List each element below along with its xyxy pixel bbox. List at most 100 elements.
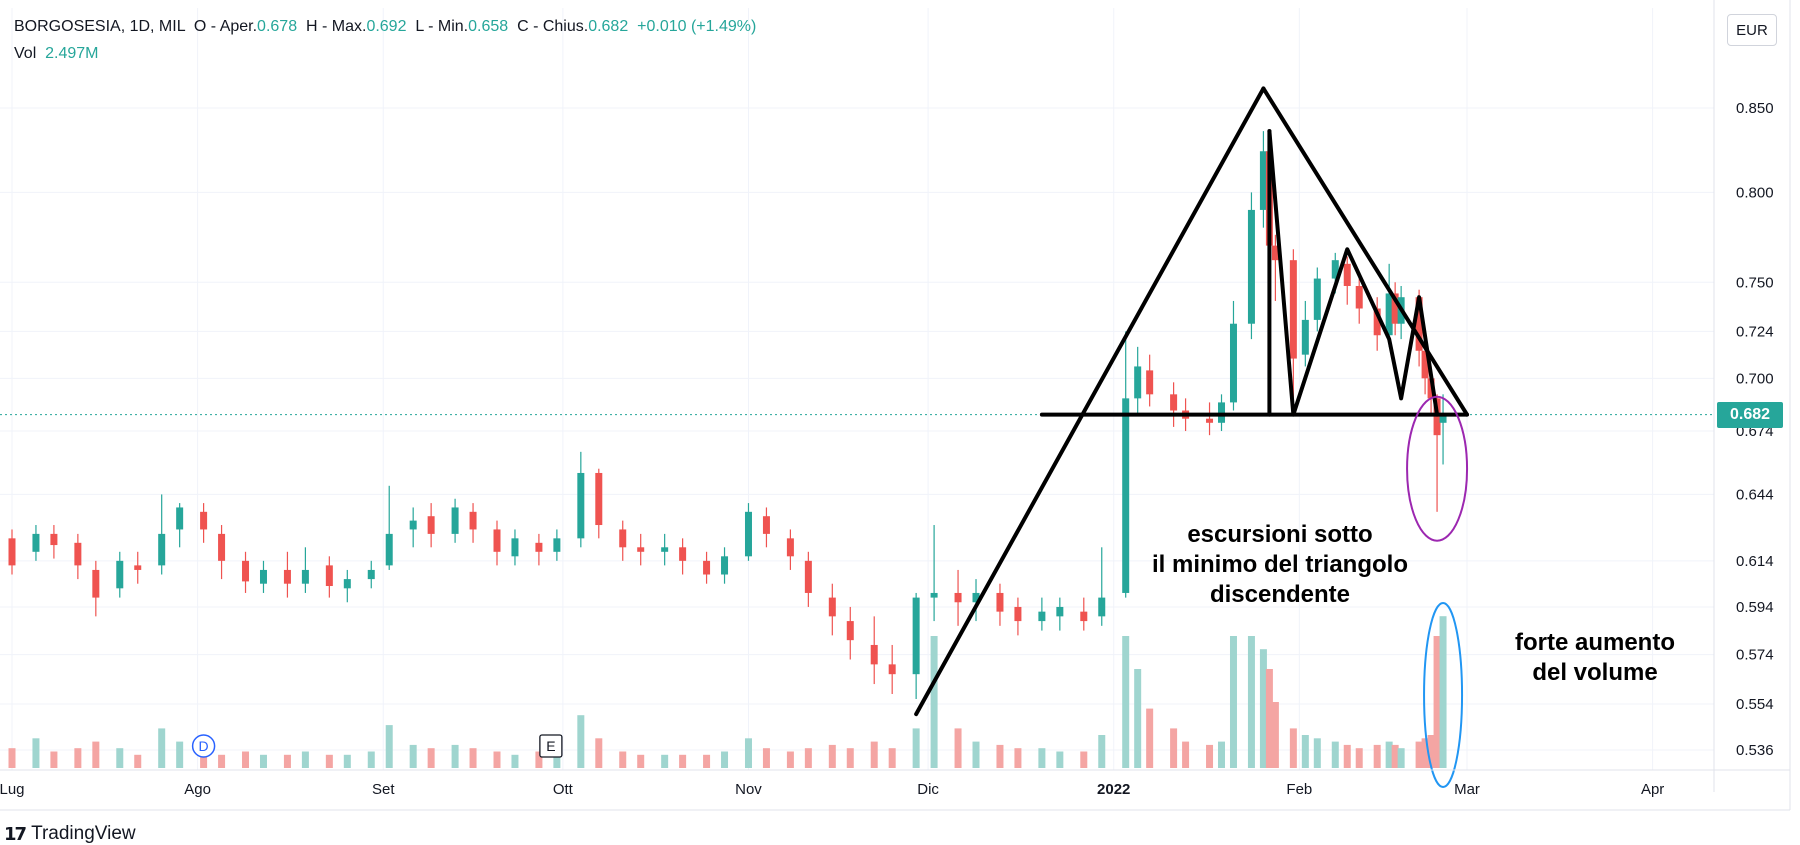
- candle-body: [451, 507, 459, 534]
- low-label: L - Min.: [415, 18, 469, 35]
- time-tick-label: Apr: [1641, 781, 1664, 798]
- volume-bar: [1134, 669, 1142, 768]
- price-tick-label: 0.724: [1736, 323, 1774, 340]
- vol-label: Vol: [14, 45, 37, 62]
- time-tick-label: Nov: [735, 781, 762, 798]
- drawing-overlay: [914, 86, 1469, 788]
- volume-bar: [1301, 735, 1309, 768]
- annotation-volume-line2: del volume: [1532, 659, 1658, 686]
- tradingview-logo-icon: 17: [4, 823, 27, 845]
- volume-bar: [493, 751, 501, 768]
- candle-body: [1385, 293, 1393, 336]
- candle-body: [1206, 418, 1214, 423]
- volume-bar: [1038, 748, 1046, 768]
- volume-bar: [786, 751, 794, 768]
- volume-bar: [343, 754, 351, 768]
- candle-body: [721, 556, 729, 575]
- volume-bar: [535, 751, 543, 768]
- dividend-marker-label: D: [199, 738, 209, 754]
- symbol-name: BORGOSESIA, 1D, MIL: [14, 18, 186, 35]
- open-label: O - Aper.: [193, 18, 258, 35]
- candle-body: [409, 520, 417, 530]
- volume-bar: [870, 741, 878, 768]
- volume-bar: [661, 754, 669, 768]
- time-axis: Lug Ago Set Ott Nov Dic 2022 Feb Mar Apr: [0, 769, 1790, 811]
- brand-label: TradingView: [31, 823, 136, 844]
- candle-body: [158, 533, 166, 566]
- candle-body: [786, 538, 794, 557]
- volume-bar: [1271, 702, 1279, 768]
- volume-bar: [218, 754, 226, 768]
- volume-bar: [996, 744, 1004, 768]
- time-tick-label: Feb: [1286, 781, 1312, 798]
- ascending-trendline: [914, 86, 1266, 717]
- candle-body: [1170, 394, 1178, 411]
- volume-bar: [972, 741, 980, 768]
- candle-body: [912, 597, 920, 675]
- candle-body: [1301, 319, 1309, 355]
- candle-body: [703, 560, 711, 575]
- candle-body: [50, 533, 58, 546]
- earnings-marker-label: E: [546, 738, 555, 754]
- price-tick-label: 0.536: [1736, 742, 1774, 759]
- annotation-excursions-line2: il minimo del triangolo: [1151, 551, 1408, 578]
- time-tick-label: Set: [372, 781, 395, 798]
- candle-body: [972, 592, 980, 603]
- volume-bar: [134, 754, 142, 768]
- candle-body: [553, 538, 561, 552]
- close-value: 0.682: [588, 18, 629, 35]
- price-tick-label: 0.800: [1736, 184, 1774, 201]
- volume-bar: [679, 754, 687, 768]
- candle-body: [301, 569, 309, 584]
- volume-bar: [1259, 649, 1267, 768]
- tradingview-brand[interactable]: 17 TradingView: [4, 823, 136, 845]
- candle-body: [367, 569, 375, 580]
- candle-body: [679, 547, 687, 561]
- volume-bar: [637, 754, 645, 768]
- volume-bar: [367, 751, 375, 768]
- volume-bar: [1439, 616, 1447, 768]
- candle-body: [92, 569, 100, 598]
- annotation-volume-line1: forte aumento: [1514, 629, 1675, 656]
- time-tick-label: Dic: [917, 781, 939, 798]
- currency-button[interactable]: EUR: [1727, 14, 1777, 46]
- candle-body: [1247, 209, 1255, 324]
- volume-bar: [242, 751, 250, 768]
- candle-body: [888, 664, 896, 675]
- volume-bar: [1355, 748, 1363, 768]
- time-tick-label: 2022: [1097, 781, 1130, 798]
- candle-body: [1134, 366, 1142, 399]
- candle-body: [1122, 398, 1130, 593]
- candle-body: [828, 597, 836, 617]
- candle-body: [804, 560, 812, 593]
- candle-body: [200, 511, 208, 530]
- change-value: +0.010 (+1.49%): [637, 18, 757, 35]
- candle-body: [1014, 606, 1022, 622]
- volume-bar: [511, 754, 519, 768]
- candle-body: [176, 507, 184, 530]
- volume-bar: [828, 744, 836, 768]
- volume-bar: [553, 754, 561, 768]
- volume-bar: [846, 748, 854, 768]
- annotation-excursions: escursioni sotto il minimo del triangolo…: [1130, 520, 1430, 610]
- candle-body: [619, 529, 627, 548]
- volume-bar: [1146, 708, 1154, 768]
- volume-bar: [1385, 741, 1393, 768]
- candle-body: [762, 516, 770, 534]
- candle-body: [32, 533, 40, 552]
- high-value: 0.692: [366, 18, 407, 35]
- price-tick-label: 0.644: [1736, 486, 1774, 503]
- volume-bar: [912, 728, 920, 768]
- candle-body: [8, 538, 16, 566]
- volume-bar: [385, 725, 393, 768]
- price-tick-label: 0.700: [1736, 370, 1774, 387]
- candle-body: [1343, 263, 1351, 286]
- candle-body: [134, 565, 142, 570]
- volume-bar: [176, 741, 184, 768]
- volume-bar: [1331, 741, 1339, 768]
- volume-bar: [1206, 744, 1214, 768]
- candle-body: [577, 472, 585, 539]
- volume-bar: [325, 754, 333, 768]
